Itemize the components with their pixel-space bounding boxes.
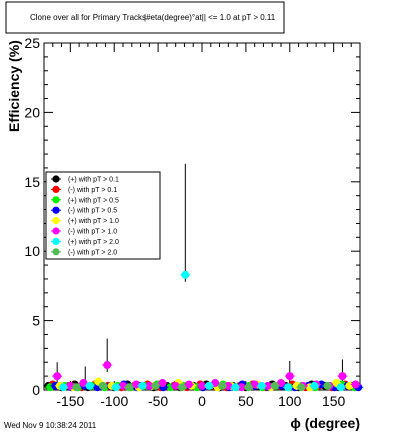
x-tick-label: -100	[100, 393, 128, 409]
data-point	[125, 383, 134, 392]
data-point	[285, 372, 294, 381]
x-axis-title: ϕ (degree)	[290, 415, 360, 431]
legend-label: (+) with pT > 2.0	[68, 239, 119, 246]
data-point	[158, 379, 167, 388]
legend-box	[45, 171, 161, 260]
data-point	[284, 383, 293, 392]
x-tick-label: 0	[198, 393, 206, 409]
y-tick-label: 10	[24, 243, 40, 259]
data-point	[145, 381, 154, 390]
x-tick-label: 100	[278, 393, 302, 409]
data-point	[224, 381, 233, 390]
data-point	[338, 372, 347, 381]
data-point	[345, 381, 354, 390]
y-axis-title: Efficiency (%)	[6, 40, 22, 132]
legend-label: (+) with pT > 0.1	[68, 177, 119, 184]
data-point	[138, 381, 147, 390]
legend-label: (-) with pT > 2.0	[68, 249, 117, 256]
data-point	[181, 270, 190, 279]
data-point	[151, 381, 160, 390]
y-tick-label: 0	[32, 382, 40, 398]
data-point	[263, 381, 272, 390]
data-point	[66, 381, 75, 390]
data-point	[231, 383, 240, 392]
data-point	[98, 381, 107, 390]
chart-title-extra: |#eta(degree)°at|| <= 1.0 at pT > 0.11	[144, 13, 276, 22]
data-point	[205, 381, 214, 390]
data-point	[297, 383, 306, 392]
data-point	[184, 380, 193, 389]
data-point	[132, 380, 141, 389]
points-layer	[43, 270, 364, 392]
x-tick-label: 50	[238, 393, 254, 409]
data-point	[257, 381, 266, 390]
data-point	[79, 379, 88, 388]
data-point	[277, 379, 285, 388]
legend-label: (+) with pT > 0.5	[68, 197, 119, 204]
data-point	[103, 361, 112, 370]
data-point	[59, 383, 68, 392]
data-point	[218, 381, 227, 390]
y-tick-label: 5	[32, 313, 40, 329]
data-point	[198, 381, 206, 390]
timestamp: Wed Nov 9 10:38:24 2011	[4, 421, 97, 430]
legend-label: (+) with pT > 1.0	[68, 218, 119, 225]
data-point	[111, 383, 120, 392]
data-point	[171, 381, 180, 390]
data-point	[211, 379, 220, 388]
data-point	[53, 372, 62, 381]
data-point	[177, 383, 186, 392]
data-point	[270, 381, 279, 390]
title-box	[5, 1, 285, 34]
data-point	[310, 381, 319, 390]
legend-label: (-) with pT > 1.0	[68, 229, 117, 236]
data-point	[244, 383, 253, 392]
y-tick-label: 15	[24, 174, 40, 190]
x-tick-label: -50	[148, 393, 168, 409]
data-point	[336, 383, 345, 392]
legend-label: (-) with pT > 0.1	[68, 187, 117, 194]
x-tick-label: 150	[322, 393, 346, 409]
x-tick-label: -150	[56, 393, 84, 409]
data-point	[351, 380, 360, 389]
data-point	[119, 381, 127, 390]
legend: (+) with pT > 0.1 (-) with pT > 0.1 (+) wi…	[51, 175, 119, 256]
data-point	[323, 381, 332, 390]
data-point	[72, 383, 81, 392]
data-point	[85, 381, 94, 390]
data-point	[250, 380, 259, 389]
data-point	[237, 383, 246, 392]
chart-title: Clone over all for Primary Tracks	[30, 13, 146, 22]
legend-label: (-) with pT > 0.5	[68, 208, 117, 215]
y-tick-label: 20	[24, 104, 40, 120]
y-tick-label: 25	[24, 35, 40, 51]
